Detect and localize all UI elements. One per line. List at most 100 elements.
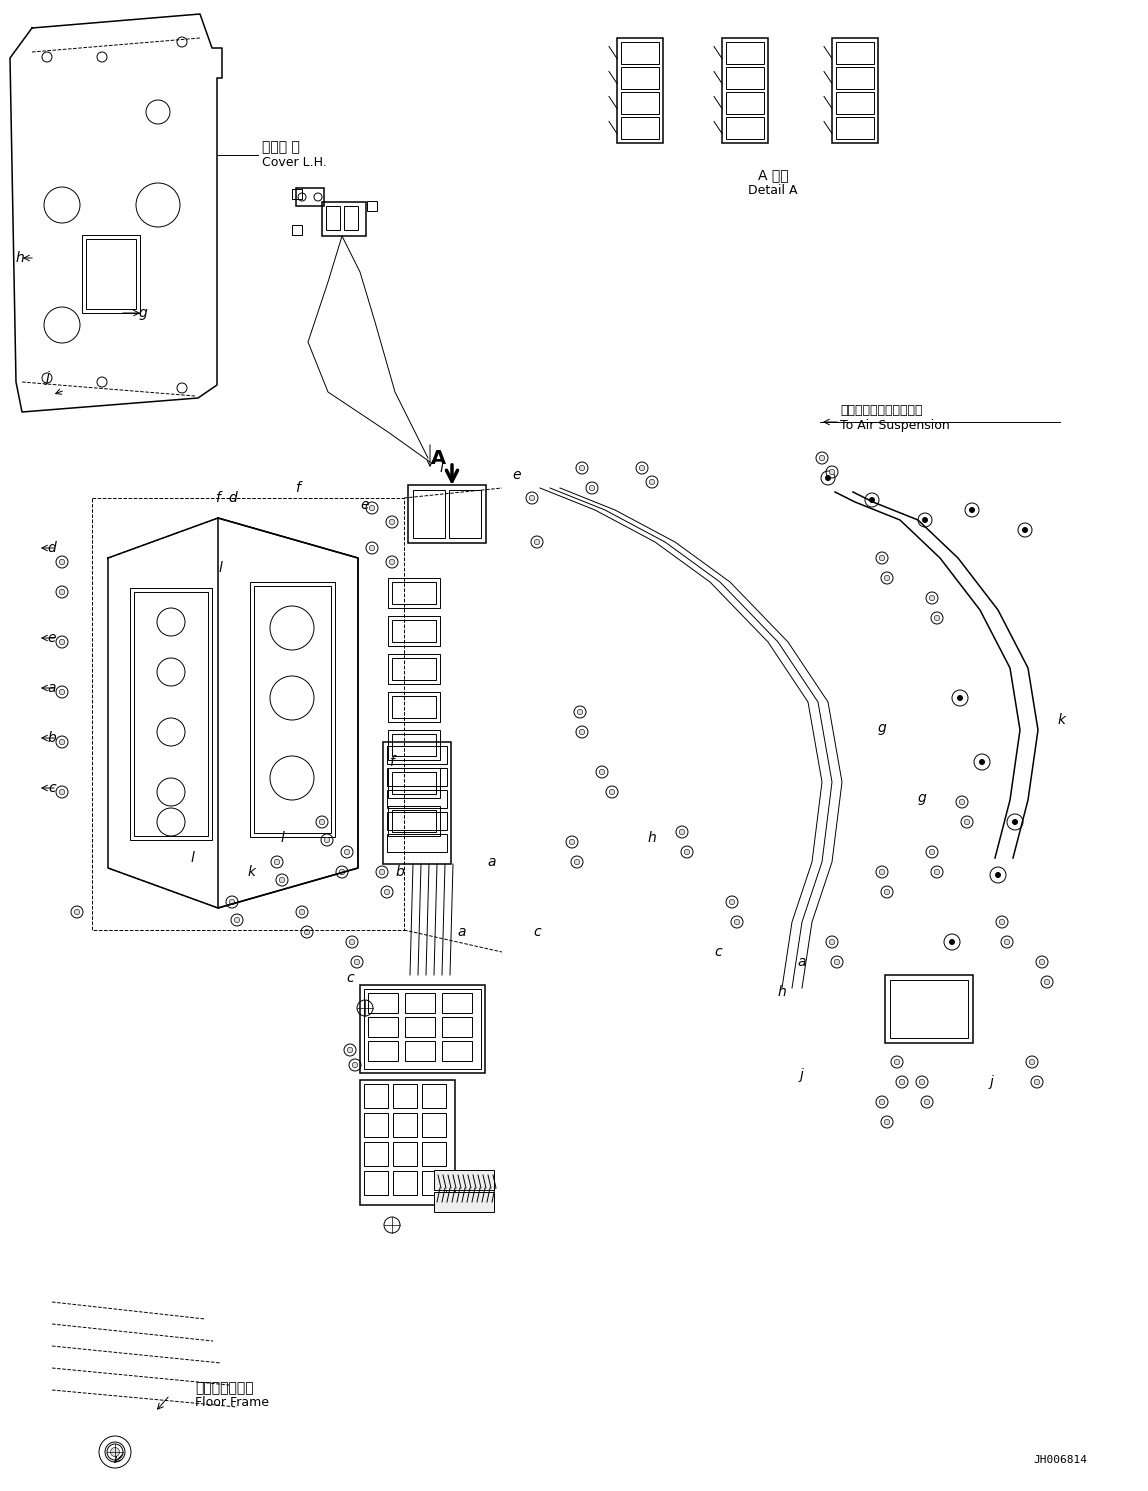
Bar	[391, 734, 436, 756]
Bar	[726, 116, 765, 139]
Circle shape	[934, 869, 940, 875]
Circle shape	[324, 838, 329, 842]
Circle shape	[829, 939, 835, 945]
Bar	[832, 37, 878, 143]
Text: a: a	[488, 854, 496, 869]
Circle shape	[929, 850, 934, 854]
Circle shape	[370, 546, 374, 550]
Bar	[726, 67, 765, 88]
Circle shape	[304, 929, 310, 935]
Bar	[254, 586, 331, 833]
Text: h: h	[16, 250, 24, 265]
Bar	[405, 993, 435, 1012]
Text: k: k	[1058, 713, 1066, 728]
Circle shape	[1030, 1059, 1034, 1065]
Circle shape	[60, 689, 64, 695]
Circle shape	[820, 455, 824, 461]
Bar	[391, 581, 436, 604]
Bar	[250, 581, 335, 836]
Circle shape	[385, 889, 389, 895]
Bar	[388, 655, 440, 684]
Bar	[388, 807, 440, 836]
Bar	[292, 225, 302, 236]
Bar	[393, 1142, 417, 1166]
Bar	[434, 1170, 494, 1190]
Bar	[442, 1017, 472, 1038]
Text: a: a	[798, 956, 806, 969]
Circle shape	[1039, 959, 1045, 965]
Circle shape	[835, 959, 839, 965]
Circle shape	[979, 759, 985, 765]
Bar	[387, 833, 447, 851]
Bar	[836, 42, 874, 64]
Bar	[369, 993, 398, 1012]
Bar	[92, 498, 404, 930]
Circle shape	[348, 1047, 352, 1053]
Text: l: l	[280, 830, 284, 845]
Bar	[86, 239, 135, 309]
Bar	[836, 91, 874, 113]
Circle shape	[379, 869, 385, 875]
Bar	[387, 790, 447, 808]
Bar	[391, 658, 436, 680]
Circle shape	[319, 819, 325, 825]
Text: c: c	[533, 924, 541, 939]
Text: f: f	[216, 491, 220, 505]
Text: JH006814: JH006814	[1033, 1455, 1087, 1466]
Circle shape	[230, 899, 234, 905]
Bar	[82, 236, 140, 313]
Text: カバー 左: カバー 左	[262, 140, 300, 154]
Bar	[405, 1017, 435, 1038]
Bar	[292, 189, 302, 198]
Text: a: a	[458, 924, 466, 939]
Text: c: c	[347, 971, 354, 986]
Bar	[621, 116, 659, 139]
Bar	[434, 1191, 494, 1212]
Text: e: e	[513, 468, 521, 482]
Bar	[296, 188, 324, 206]
Circle shape	[1034, 1079, 1040, 1084]
Circle shape	[580, 729, 584, 735]
Circle shape	[60, 740, 64, 744]
Circle shape	[969, 507, 975, 513]
Text: b: b	[47, 731, 56, 746]
Circle shape	[370, 505, 374, 511]
Circle shape	[274, 859, 280, 865]
Bar	[387, 746, 447, 763]
Circle shape	[1004, 939, 1010, 945]
Bar	[326, 206, 340, 230]
Text: To Air Suspension: To Air Suspension	[840, 419, 949, 431]
Circle shape	[569, 839, 575, 845]
Text: Cover L.H.: Cover L.H.	[262, 155, 327, 168]
Bar	[388, 768, 440, 798]
Circle shape	[869, 497, 875, 502]
Circle shape	[922, 517, 928, 523]
Circle shape	[829, 470, 835, 474]
Bar	[364, 1112, 388, 1138]
Bar	[393, 1112, 417, 1138]
Bar	[422, 1170, 447, 1194]
Circle shape	[234, 917, 240, 923]
Bar	[369, 1017, 398, 1038]
Circle shape	[1022, 526, 1027, 532]
Text: A 詳細: A 詳細	[758, 168, 789, 182]
Bar	[321, 201, 366, 236]
Circle shape	[389, 519, 395, 525]
Bar	[442, 1041, 472, 1062]
Bar	[388, 692, 440, 722]
Bar	[391, 810, 436, 832]
Bar	[364, 989, 481, 1069]
Circle shape	[879, 1099, 885, 1105]
Circle shape	[529, 495, 535, 501]
Bar	[885, 975, 974, 1044]
Text: j: j	[46, 371, 49, 385]
Bar	[621, 42, 659, 64]
Bar	[393, 1170, 417, 1194]
Circle shape	[879, 869, 885, 875]
Text: l: l	[218, 561, 222, 576]
Bar	[621, 91, 659, 113]
Circle shape	[680, 829, 684, 835]
Circle shape	[825, 476, 831, 482]
Bar	[388, 616, 440, 646]
Text: f: f	[295, 482, 301, 495]
